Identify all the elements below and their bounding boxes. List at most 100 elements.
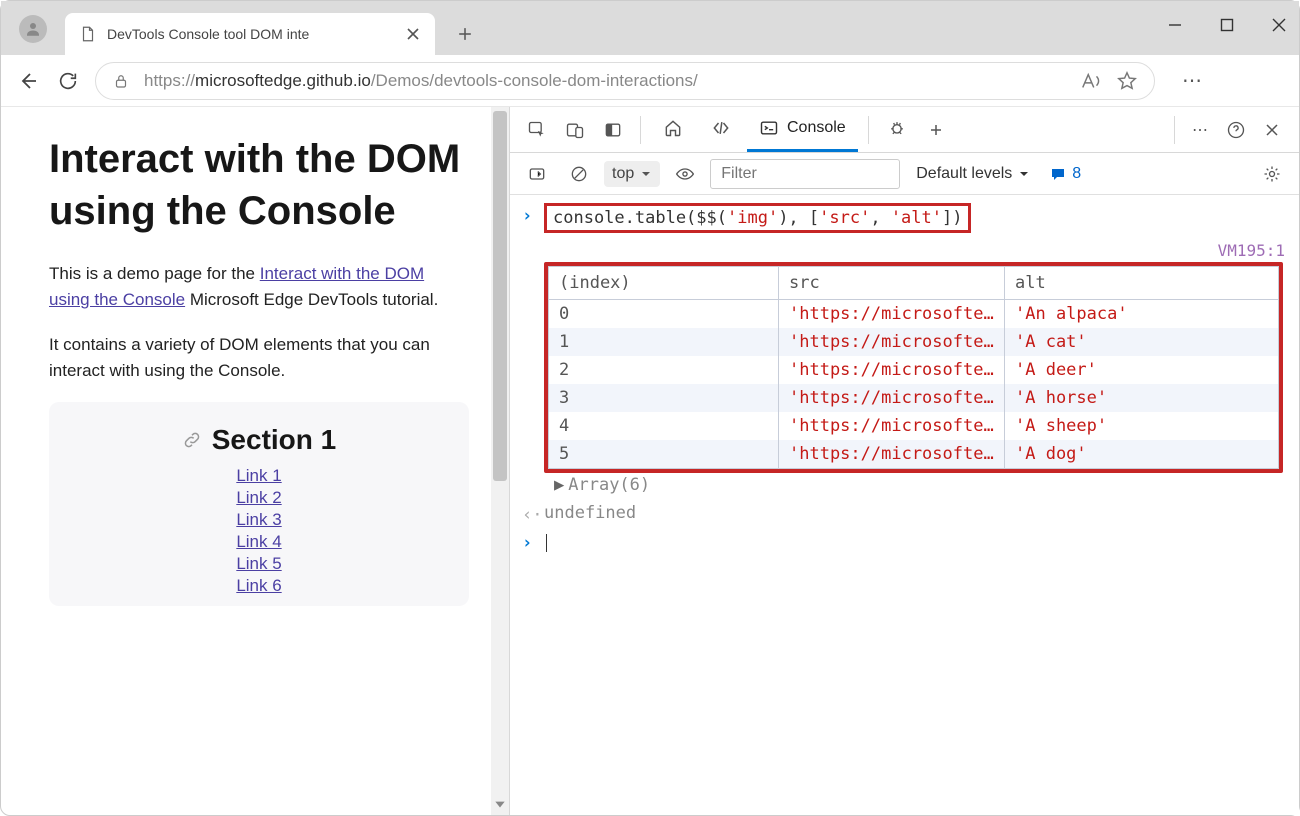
table-cell: 'A dog' bbox=[1005, 440, 1279, 469]
page-heading: Interact with the DOM using the Console bbox=[49, 133, 469, 237]
table-cell: 3 bbox=[549, 384, 779, 412]
text-cursor bbox=[546, 534, 547, 552]
table-row[interactable]: 0'https://microsofte…'An alpaca' bbox=[549, 300, 1279, 329]
table-header[interactable]: src bbox=[779, 267, 1005, 300]
arrow-left-icon bbox=[16, 69, 40, 93]
section-link[interactable]: Link 4 bbox=[236, 532, 281, 552]
table-cell: 4 bbox=[549, 412, 779, 440]
scrollbar-thumb[interactable] bbox=[493, 111, 507, 481]
tab-title: DevTools Console tool DOM inte bbox=[107, 26, 395, 42]
tab-welcome[interactable] bbox=[651, 108, 695, 152]
log-levels-selector[interactable]: Default levels bbox=[916, 165, 1030, 183]
live-expression-button[interactable] bbox=[668, 157, 702, 191]
gear-icon bbox=[1262, 164, 1282, 184]
triangle-right-icon: ▶ bbox=[554, 475, 564, 495]
filter-input[interactable] bbox=[710, 159, 900, 189]
inspect-icon bbox=[527, 120, 547, 140]
dock-side-button[interactable] bbox=[596, 113, 630, 147]
context-selector[interactable]: top bbox=[604, 161, 660, 187]
page-scrollbar[interactable] bbox=[491, 107, 509, 815]
devtools-more-button[interactable]: ⋯ bbox=[1183, 113, 1217, 147]
table-row[interactable]: 1'https://microsofte…'A cat' bbox=[549, 328, 1279, 356]
array-expander[interactable]: ▶Array(6) bbox=[554, 475, 1289, 495]
table-cell: 'A sheep' bbox=[1005, 412, 1279, 440]
eye-icon bbox=[675, 164, 695, 184]
plus-icon bbox=[455, 24, 475, 44]
section-link[interactable]: Link 2 bbox=[236, 488, 281, 508]
close-icon[interactable] bbox=[405, 26, 421, 42]
section-link[interactable]: Link 5 bbox=[236, 554, 281, 574]
prompt-caret-icon: › bbox=[522, 533, 532, 553]
table-row[interactable]: 4'https://microsofte…'A sheep' bbox=[549, 412, 1279, 440]
close-window-button[interactable] bbox=[1265, 11, 1293, 39]
console-output[interactable]: › console.table($$('img'), ['src', 'alt'… bbox=[510, 195, 1299, 815]
scroll-down-icon bbox=[493, 797, 507, 811]
devtools-close-button[interactable] bbox=[1255, 113, 1289, 147]
back-button[interactable] bbox=[15, 68, 41, 94]
tab-elements[interactable] bbox=[699, 108, 743, 152]
inspect-element-button[interactable] bbox=[520, 113, 554, 147]
section-heading: Section 1 bbox=[182, 424, 336, 456]
browser-toolbar: https://microsoftedge.github.io/Demos/de… bbox=[1, 55, 1299, 107]
table-cell: 5 bbox=[549, 440, 779, 469]
table-cell: 'A horse' bbox=[1005, 384, 1279, 412]
chevron-down-icon bbox=[1018, 168, 1030, 180]
console-toolbar: top Default levels 8 bbox=[510, 153, 1299, 195]
browser-tab[interactable]: DevTools Console tool DOM inte bbox=[65, 13, 435, 55]
issues-badge[interactable]: 8 bbox=[1050, 165, 1081, 183]
console-table: (index) src alt 0'https://microsofte…'An… bbox=[548, 266, 1279, 469]
device-emulation-button[interactable] bbox=[558, 113, 592, 147]
return-value: ‹·undefined bbox=[544, 503, 1289, 523]
window-controls bbox=[1161, 11, 1293, 39]
code-icon bbox=[711, 118, 731, 138]
section-link[interactable]: Link 6 bbox=[236, 576, 281, 596]
table-header[interactable]: (index) bbox=[549, 267, 779, 300]
tab-issues[interactable] bbox=[879, 108, 915, 152]
favorite-button[interactable] bbox=[1116, 70, 1138, 92]
console-input-line: › console.table($$('img'), ['src', 'alt'… bbox=[544, 203, 1289, 233]
link-icon bbox=[182, 430, 202, 450]
return-caret-icon: ‹· bbox=[522, 505, 542, 525]
console-settings-button[interactable] bbox=[1255, 157, 1289, 191]
section-links: Link 1 Link 2 Link 3 Link 4 Link 5 Link … bbox=[79, 466, 439, 596]
page-intro-1: This is a demo page for the Interact wit… bbox=[49, 261, 469, 314]
minimize-button[interactable] bbox=[1161, 11, 1189, 39]
home-icon bbox=[663, 118, 683, 138]
close-icon bbox=[1271, 17, 1287, 33]
help-icon bbox=[1226, 120, 1246, 140]
clear-icon bbox=[569, 164, 589, 184]
table-header[interactable]: alt bbox=[1005, 267, 1279, 300]
more-tabs-button[interactable] bbox=[919, 113, 953, 147]
clear-console-button[interactable] bbox=[562, 157, 596, 191]
bug-icon bbox=[887, 118, 907, 138]
table-row[interactable]: 3'https://microsofte…'A horse' bbox=[549, 384, 1279, 412]
toggle-sidebar-button[interactable] bbox=[520, 157, 554, 191]
table-cell: 'A cat' bbox=[1005, 328, 1279, 356]
console-prompt[interactable]: › bbox=[544, 533, 1289, 553]
table-cell: 'An alpaca' bbox=[1005, 300, 1279, 329]
tab-console[interactable]: Console bbox=[747, 108, 858, 152]
section-link[interactable]: Link 1 bbox=[236, 466, 281, 486]
lock-icon bbox=[112, 72, 130, 90]
reload-button[interactable] bbox=[55, 68, 81, 94]
table-cell: 'https://microsofte… bbox=[779, 356, 1005, 384]
profile-avatar[interactable] bbox=[19, 15, 47, 43]
browser-tab-strip: DevTools Console tool DOM inte bbox=[1, 1, 1299, 55]
vm-reference[interactable]: VM195:1 bbox=[544, 241, 1285, 260]
star-icon bbox=[1116, 70, 1138, 92]
browser-menu-button[interactable]: ⋯ bbox=[1177, 68, 1207, 93]
table-cell: 'https://microsofte… bbox=[779, 440, 1005, 469]
new-tab-button[interactable] bbox=[449, 18, 481, 50]
devices-icon bbox=[565, 120, 585, 140]
maximize-button[interactable] bbox=[1213, 11, 1241, 39]
table-cell: 'https://microsofte… bbox=[779, 384, 1005, 412]
table-row[interactable]: 2'https://microsofte…'A deer' bbox=[549, 356, 1279, 384]
table-row[interactable]: 5'https://microsofte…'A dog' bbox=[549, 440, 1279, 469]
sidebar-icon bbox=[527, 164, 547, 184]
address-bar[interactable]: https://microsoftedge.github.io/Demos/de… bbox=[95, 62, 1155, 100]
read-aloud-button[interactable] bbox=[1080, 70, 1102, 92]
plus-icon bbox=[926, 120, 946, 140]
devtools-help-button[interactable] bbox=[1219, 113, 1253, 147]
section-link[interactable]: Link 3 bbox=[236, 510, 281, 530]
minimize-icon bbox=[1167, 17, 1183, 33]
